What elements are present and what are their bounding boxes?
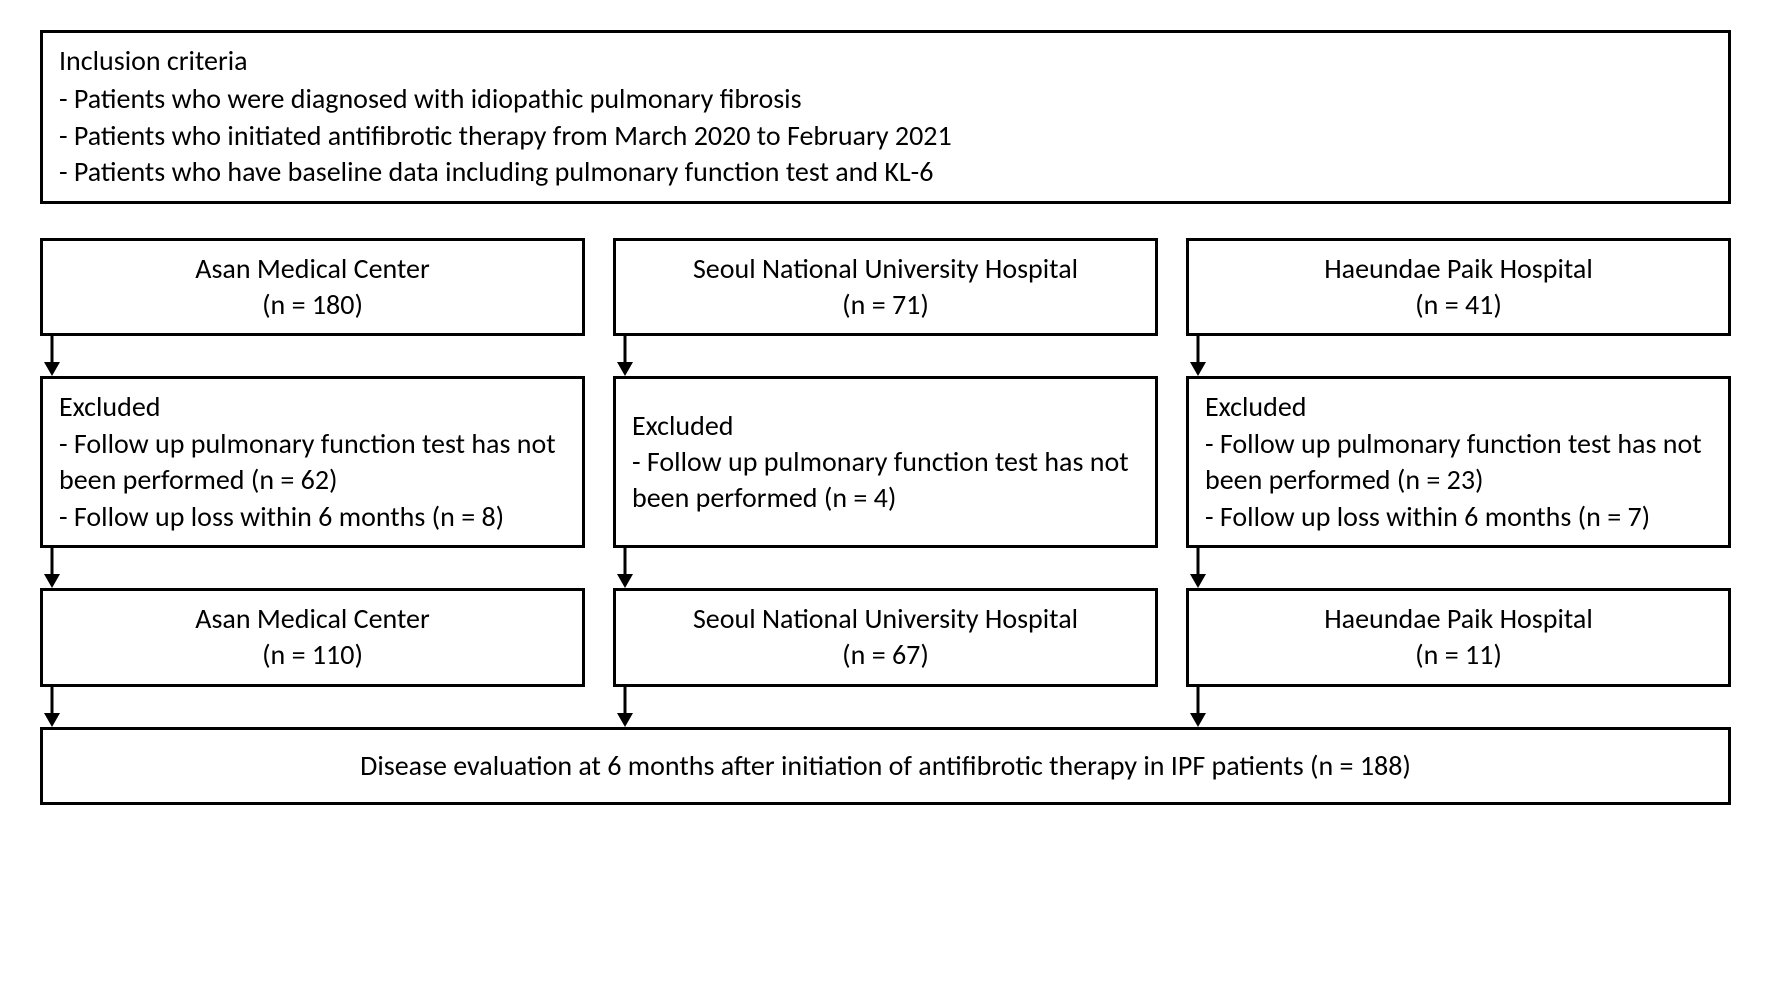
site-name: Asan Medical Center (59, 251, 566, 287)
arrow-down-icon (40, 336, 585, 376)
excluded-heading: Excluded (632, 408, 1139, 444)
site-n-initial: (n = 180) (59, 287, 566, 323)
site-initial-box: Seoul National University Hospital (n = … (613, 238, 1158, 337)
site-final-box: Haeundae Paik Hospital (n = 11) (1186, 588, 1731, 687)
arrow-row (40, 336, 1731, 376)
inclusion-box: Inclusion criteria Patients who were dia… (40, 30, 1731, 204)
arrow-down-icon (1186, 548, 1731, 588)
inclusion-item: Patients who initiated antifibrotic ther… (59, 118, 1712, 154)
excluded-box: Excluded Follow up pulmonary function te… (613, 376, 1158, 548)
excluded-heading: Excluded (59, 389, 566, 425)
site-n-final: (n = 11) (1205, 637, 1712, 673)
site-n-initial: (n = 71) (632, 287, 1139, 323)
arrow-down-icon (613, 687, 1158, 727)
outcome-text: Disease evaluation at 6 months after ini… (360, 748, 1411, 783)
excluded-box: Excluded Follow up pulmonary function te… (40, 376, 585, 548)
excluded-heading: Excluded (1205, 389, 1712, 425)
arrow-down-icon (613, 336, 1158, 376)
excluded-item: Follow up loss within 6 months (n = 8) (59, 499, 566, 535)
site-name: Seoul National University Hospital (632, 251, 1139, 287)
site-name: Asan Medical Center (59, 601, 566, 637)
arrow-down-icon (40, 548, 585, 588)
site-name: Seoul National University Hospital (632, 601, 1139, 637)
site-initial-box: Asan Medical Center (n = 180) (40, 238, 585, 337)
inclusion-item: Patients who have baseline data includin… (59, 154, 1712, 190)
sites-initial-row: Asan Medical Center (n = 180) Seoul Nati… (40, 238, 1731, 337)
site-name: Haeundae Paik Hospital (1205, 251, 1712, 287)
sites-final-row: Asan Medical Center (n = 110) Seoul Nati… (40, 588, 1731, 687)
excluded-item: Follow up pulmonary function test has no… (1205, 426, 1712, 499)
inclusion-item: Patients who were diagnosed with idiopat… (59, 81, 1712, 117)
excluded-item: Follow up pulmonary function test has no… (59, 426, 566, 499)
arrow-down-icon (1186, 687, 1731, 727)
site-final-box: Seoul National University Hospital (n = … (613, 588, 1158, 687)
inclusion-list: Patients who were diagnosed with idiopat… (59, 81, 1712, 190)
inclusion-heading: Inclusion criteria (59, 43, 1712, 79)
arrow-down-icon (613, 548, 1158, 588)
arrow-row (40, 548, 1731, 588)
site-n-final: (n = 110) (59, 637, 566, 673)
site-final-box: Asan Medical Center (n = 110) (40, 588, 585, 687)
excluded-item: Follow up loss within 6 months (n = 7) (1205, 499, 1712, 535)
excluded-item: Follow up pulmonary function test has no… (632, 444, 1139, 517)
site-name: Haeundae Paik Hospital (1205, 601, 1712, 637)
site-n-final: (n = 67) (632, 637, 1139, 673)
excluded-row: Excluded Follow up pulmonary function te… (40, 376, 1731, 548)
arrow-row (40, 687, 1731, 727)
excluded-box: Excluded Follow up pulmonary function te… (1186, 376, 1731, 548)
site-n-initial: (n = 41) (1205, 287, 1712, 323)
site-initial-box: Haeundae Paik Hospital (n = 41) (1186, 238, 1731, 337)
arrow-down-icon (1186, 336, 1731, 376)
arrow-down-icon (40, 687, 585, 727)
outcome-box: Disease evaluation at 6 months after ini… (40, 727, 1731, 805)
